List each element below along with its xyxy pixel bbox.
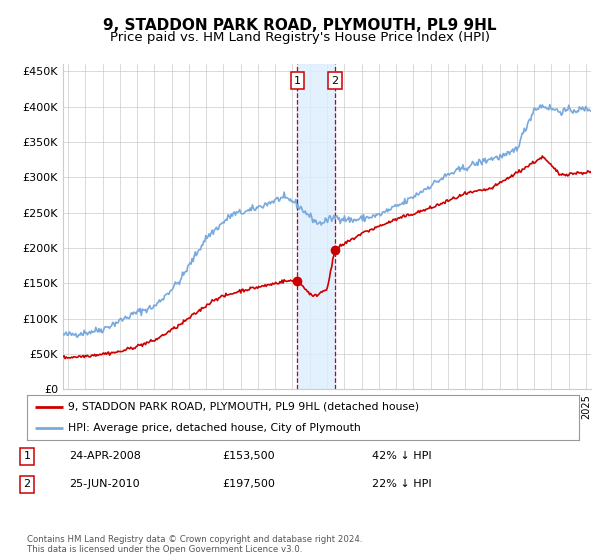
Text: 9, STADDON PARK ROAD, PLYMOUTH, PL9 9HL (detached house): 9, STADDON PARK ROAD, PLYMOUTH, PL9 9HL …	[68, 402, 419, 412]
Text: HPI: Average price, detached house, City of Plymouth: HPI: Average price, detached house, City…	[68, 422, 361, 432]
Bar	[298, 64, 335, 389]
Text: 24-APR-2008: 24-APR-2008	[69, 451, 141, 461]
Text: Contains HM Land Registry data © Crown copyright and database right 2024.
This d: Contains HM Land Registry data © Crown c…	[27, 535, 362, 554]
Text: 2: 2	[332, 76, 338, 86]
Text: 1: 1	[23, 451, 31, 461]
Text: 2: 2	[23, 479, 31, 489]
Text: 22% ↓ HPI: 22% ↓ HPI	[372, 479, 431, 489]
Text: 1: 1	[294, 76, 301, 86]
Text: £197,500: £197,500	[222, 479, 275, 489]
Text: 9, STADDON PARK ROAD, PLYMOUTH, PL9 9HL: 9, STADDON PARK ROAD, PLYMOUTH, PL9 9HL	[103, 18, 497, 33]
Text: £153,500: £153,500	[222, 451, 275, 461]
Text: 25-JUN-2010: 25-JUN-2010	[69, 479, 140, 489]
Text: 42% ↓ HPI: 42% ↓ HPI	[372, 451, 431, 461]
Text: Price paid vs. HM Land Registry's House Price Index (HPI): Price paid vs. HM Land Registry's House …	[110, 31, 490, 44]
